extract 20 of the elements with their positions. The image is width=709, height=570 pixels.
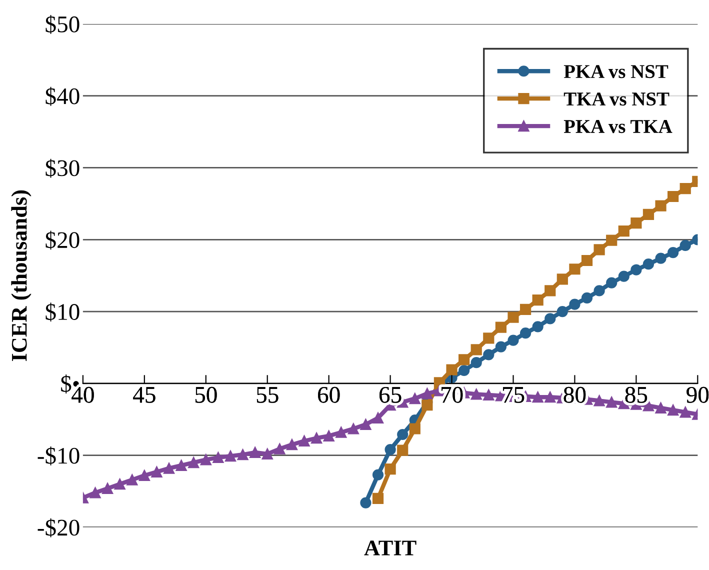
- legend-label: PKA vs TKA: [564, 120, 672, 134]
- x-tick-label: 65: [380, 386, 402, 403]
- x-tick-label: 55: [256, 387, 278, 403]
- y-tick-label: $50: [46, 15, 80, 34]
- y-axis-title: ICER (thousands): [11, 190, 32, 361]
- y-tick-label: $10: [46, 302, 80, 322]
- y-tick-label: -$20: [38, 518, 80, 538]
- x-tick-label: 90: [686, 386, 709, 403]
- y-tick-label: $20: [46, 230, 80, 250]
- x-tick-label: 85: [625, 386, 648, 403]
- legend-label: TKA vs NST: [564, 92, 670, 106]
- x-axis-title: ATIT: [364, 540, 416, 556]
- legend-label: PKA vs NST: [564, 65, 668, 78]
- x-tick-label: 45: [133, 387, 156, 403]
- x-tick-label: 80: [564, 386, 586, 403]
- x-tick-label: 60: [318, 386, 340, 403]
- y-tick-label: -$10: [38, 446, 80, 466]
- x-tick-label: 50: [195, 386, 217, 403]
- y-tick-label: $40: [46, 86, 80, 106]
- y-tick-label: $30: [46, 158, 80, 178]
